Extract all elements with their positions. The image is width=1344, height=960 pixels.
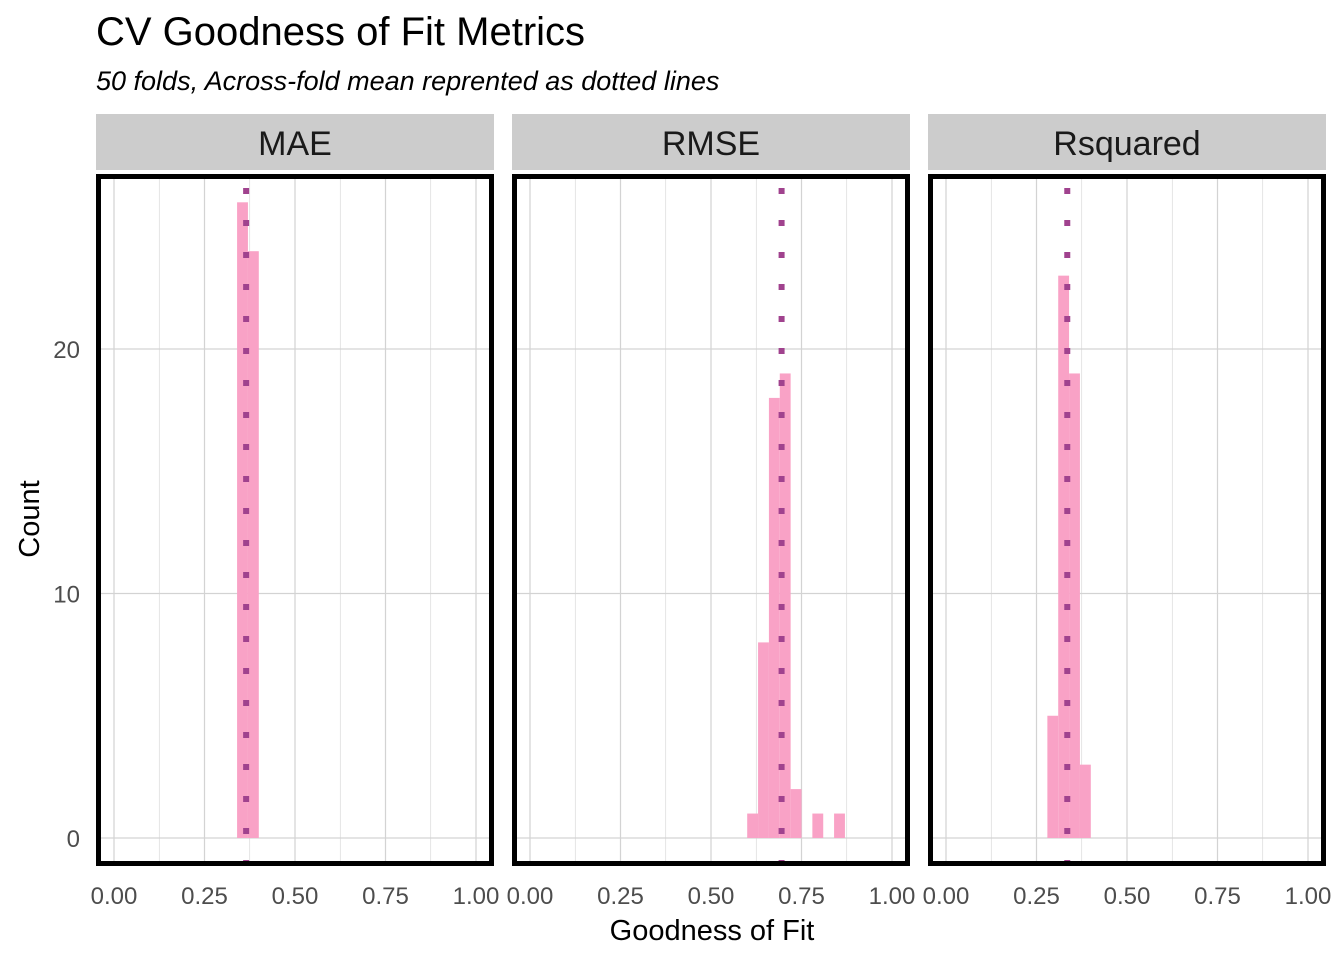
facet-strip-rmse xyxy=(512,114,910,170)
x-tick-label-rmse-2: 0.50 xyxy=(688,883,735,910)
bar-rmse-0 xyxy=(747,813,759,838)
chart-title: CV Goodness of Fit Metrics xyxy=(96,10,586,54)
x-axis-title: Goodness of Fit xyxy=(610,915,815,947)
panel-border-rmse xyxy=(512,174,910,866)
bar-rmse-5 xyxy=(812,813,824,838)
bar-rsquared-2 xyxy=(1069,373,1080,838)
x-tick-label-rmse-0: 0.00 xyxy=(507,883,554,910)
bar-rmse-3 xyxy=(779,373,791,838)
x-tick-label-rsquared-1: 0.25 xyxy=(1013,883,1060,910)
x-tick-label-rsquared-4: 1.00 xyxy=(1285,883,1332,910)
x-tick-label-mae-2: 0.50 xyxy=(272,883,319,910)
x-tick-label-mae-3: 0.75 xyxy=(362,883,409,910)
x-tick-label-mae-4: 1.00 xyxy=(453,883,500,910)
bar-mae-1 xyxy=(247,251,259,838)
y-tick-label-0: 0 xyxy=(67,826,80,853)
panel-border-rsquared xyxy=(928,174,1326,866)
x-tick-label-rsquared-3: 0.75 xyxy=(1194,883,1241,910)
y-axis-title: Count xyxy=(14,480,46,557)
facet-label-mae: MAE xyxy=(258,125,332,163)
x-tick-label-rmse-1: 0.25 xyxy=(597,883,644,910)
facet-strip-rsquared xyxy=(928,114,1326,170)
x-tick-label-rsquared-0: 0.00 xyxy=(923,883,970,910)
bar-mae-0 xyxy=(237,202,248,839)
x-tick-label-rmse-3: 0.75 xyxy=(778,883,825,910)
facet-label-rsquared: Rsquared xyxy=(1053,125,1200,163)
facet-label-rmse: RMSE xyxy=(662,125,760,163)
y-tick-label-2: 20 xyxy=(53,337,80,364)
x-tick-label-mae-1: 0.25 xyxy=(181,883,228,910)
chart-subtitle: 50 folds, Across-fold mean reprented as … xyxy=(96,66,720,96)
bar-rmse-6 xyxy=(834,813,845,838)
bar-rsquared-1 xyxy=(1058,275,1070,838)
x-tick-label-mae-0: 0.00 xyxy=(91,883,138,910)
facet-strip-mae xyxy=(96,114,494,170)
x-tick-label-rmse-4: 1.00 xyxy=(869,883,916,910)
bar-rmse-2 xyxy=(768,397,780,838)
y-tick-label-1: 10 xyxy=(53,582,80,609)
bar-rsquared-3 xyxy=(1079,764,1091,838)
bar-rmse-4 xyxy=(790,789,802,838)
bar-rmse-1 xyxy=(758,642,769,838)
x-tick-label-rsquared-2: 0.50 xyxy=(1104,883,1151,910)
bar-rsquared-0 xyxy=(1047,715,1059,838)
panel-border-mae xyxy=(96,174,494,866)
